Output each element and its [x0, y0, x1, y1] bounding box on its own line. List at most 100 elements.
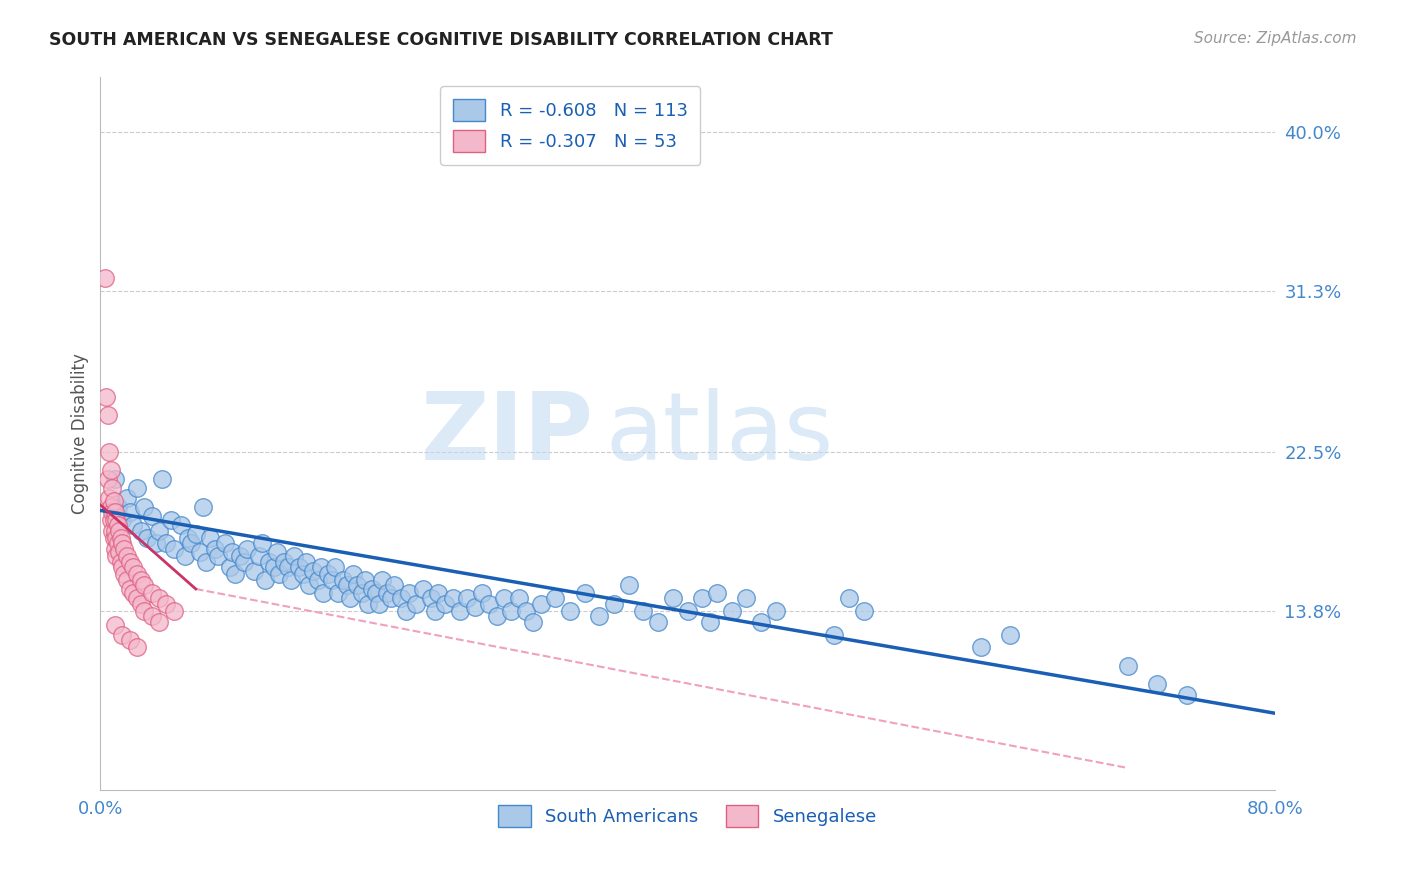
Point	[247, 549, 270, 563]
Point	[101, 505, 124, 519]
Point	[121, 518, 143, 533]
Point	[111, 627, 134, 641]
Point	[398, 585, 420, 599]
Text: atlas: atlas	[606, 388, 834, 480]
Point	[233, 555, 256, 569]
Point	[121, 560, 143, 574]
Point	[395, 604, 418, 618]
Text: ZIP: ZIP	[420, 388, 593, 480]
Point	[380, 591, 402, 606]
Point	[163, 604, 186, 618]
Point	[706, 585, 728, 599]
Point	[530, 597, 553, 611]
Point	[838, 591, 860, 606]
Point	[195, 555, 218, 569]
Point	[159, 512, 181, 526]
Point	[98, 491, 121, 505]
Point	[125, 567, 148, 582]
Point	[427, 585, 450, 599]
Point	[136, 531, 159, 545]
Point	[501, 604, 523, 618]
Point	[456, 591, 478, 606]
Point	[131, 597, 153, 611]
Point	[243, 564, 266, 578]
Point	[720, 604, 742, 618]
Point	[236, 541, 259, 556]
Point	[107, 536, 129, 550]
Point	[269, 567, 291, 582]
Point	[588, 609, 610, 624]
Point	[735, 591, 758, 606]
Point	[188, 545, 211, 559]
Point	[283, 549, 305, 563]
Point	[434, 597, 457, 611]
Point	[302, 564, 325, 578]
Point	[1000, 627, 1022, 641]
Point	[647, 615, 669, 629]
Point	[464, 600, 486, 615]
Point	[118, 633, 141, 648]
Point	[970, 640, 993, 655]
Point	[112, 567, 135, 582]
Point	[382, 578, 405, 592]
Point	[574, 585, 596, 599]
Point	[366, 585, 388, 599]
Point	[389, 591, 412, 606]
Point	[492, 591, 515, 606]
Point	[103, 531, 125, 545]
Point	[852, 604, 875, 618]
Point	[441, 591, 464, 606]
Point	[96, 390, 118, 404]
Legend: South Americans, Senegalese: South Americans, Senegalese	[491, 797, 884, 834]
Point	[603, 597, 626, 611]
Point	[118, 505, 141, 519]
Point	[108, 545, 131, 559]
Point	[485, 609, 508, 624]
Point	[342, 567, 364, 582]
Point	[332, 573, 354, 587]
Point	[558, 604, 581, 618]
Point	[339, 591, 361, 606]
Point	[105, 549, 128, 563]
Point	[107, 518, 129, 533]
Point	[191, 500, 214, 514]
Point	[266, 545, 288, 559]
Point	[412, 582, 434, 596]
Point	[200, 531, 222, 545]
Point	[97, 409, 120, 423]
Point	[749, 615, 772, 629]
Point	[101, 482, 124, 496]
Point	[174, 549, 197, 563]
Point	[148, 524, 170, 538]
Point	[141, 609, 163, 624]
Point	[125, 482, 148, 496]
Point	[676, 604, 699, 618]
Point	[180, 536, 202, 550]
Point	[307, 573, 329, 587]
Point	[204, 541, 226, 556]
Point	[141, 585, 163, 599]
Point	[145, 536, 167, 550]
Point	[224, 567, 246, 582]
Point	[112, 541, 135, 556]
Point	[121, 585, 143, 599]
Point	[115, 573, 138, 587]
Point	[229, 549, 252, 563]
Point	[134, 578, 156, 592]
Point	[617, 578, 640, 592]
Point	[309, 560, 332, 574]
Point	[177, 531, 200, 545]
Point	[155, 536, 177, 550]
Point	[98, 445, 121, 459]
Point	[105, 512, 128, 526]
Point	[134, 500, 156, 514]
Point	[1146, 677, 1168, 691]
Point	[111, 536, 134, 550]
Point	[141, 508, 163, 523]
Point	[257, 555, 280, 569]
Point	[104, 505, 127, 519]
Point	[277, 560, 299, 574]
Point	[323, 560, 346, 574]
Point	[104, 472, 127, 486]
Point	[368, 597, 391, 611]
